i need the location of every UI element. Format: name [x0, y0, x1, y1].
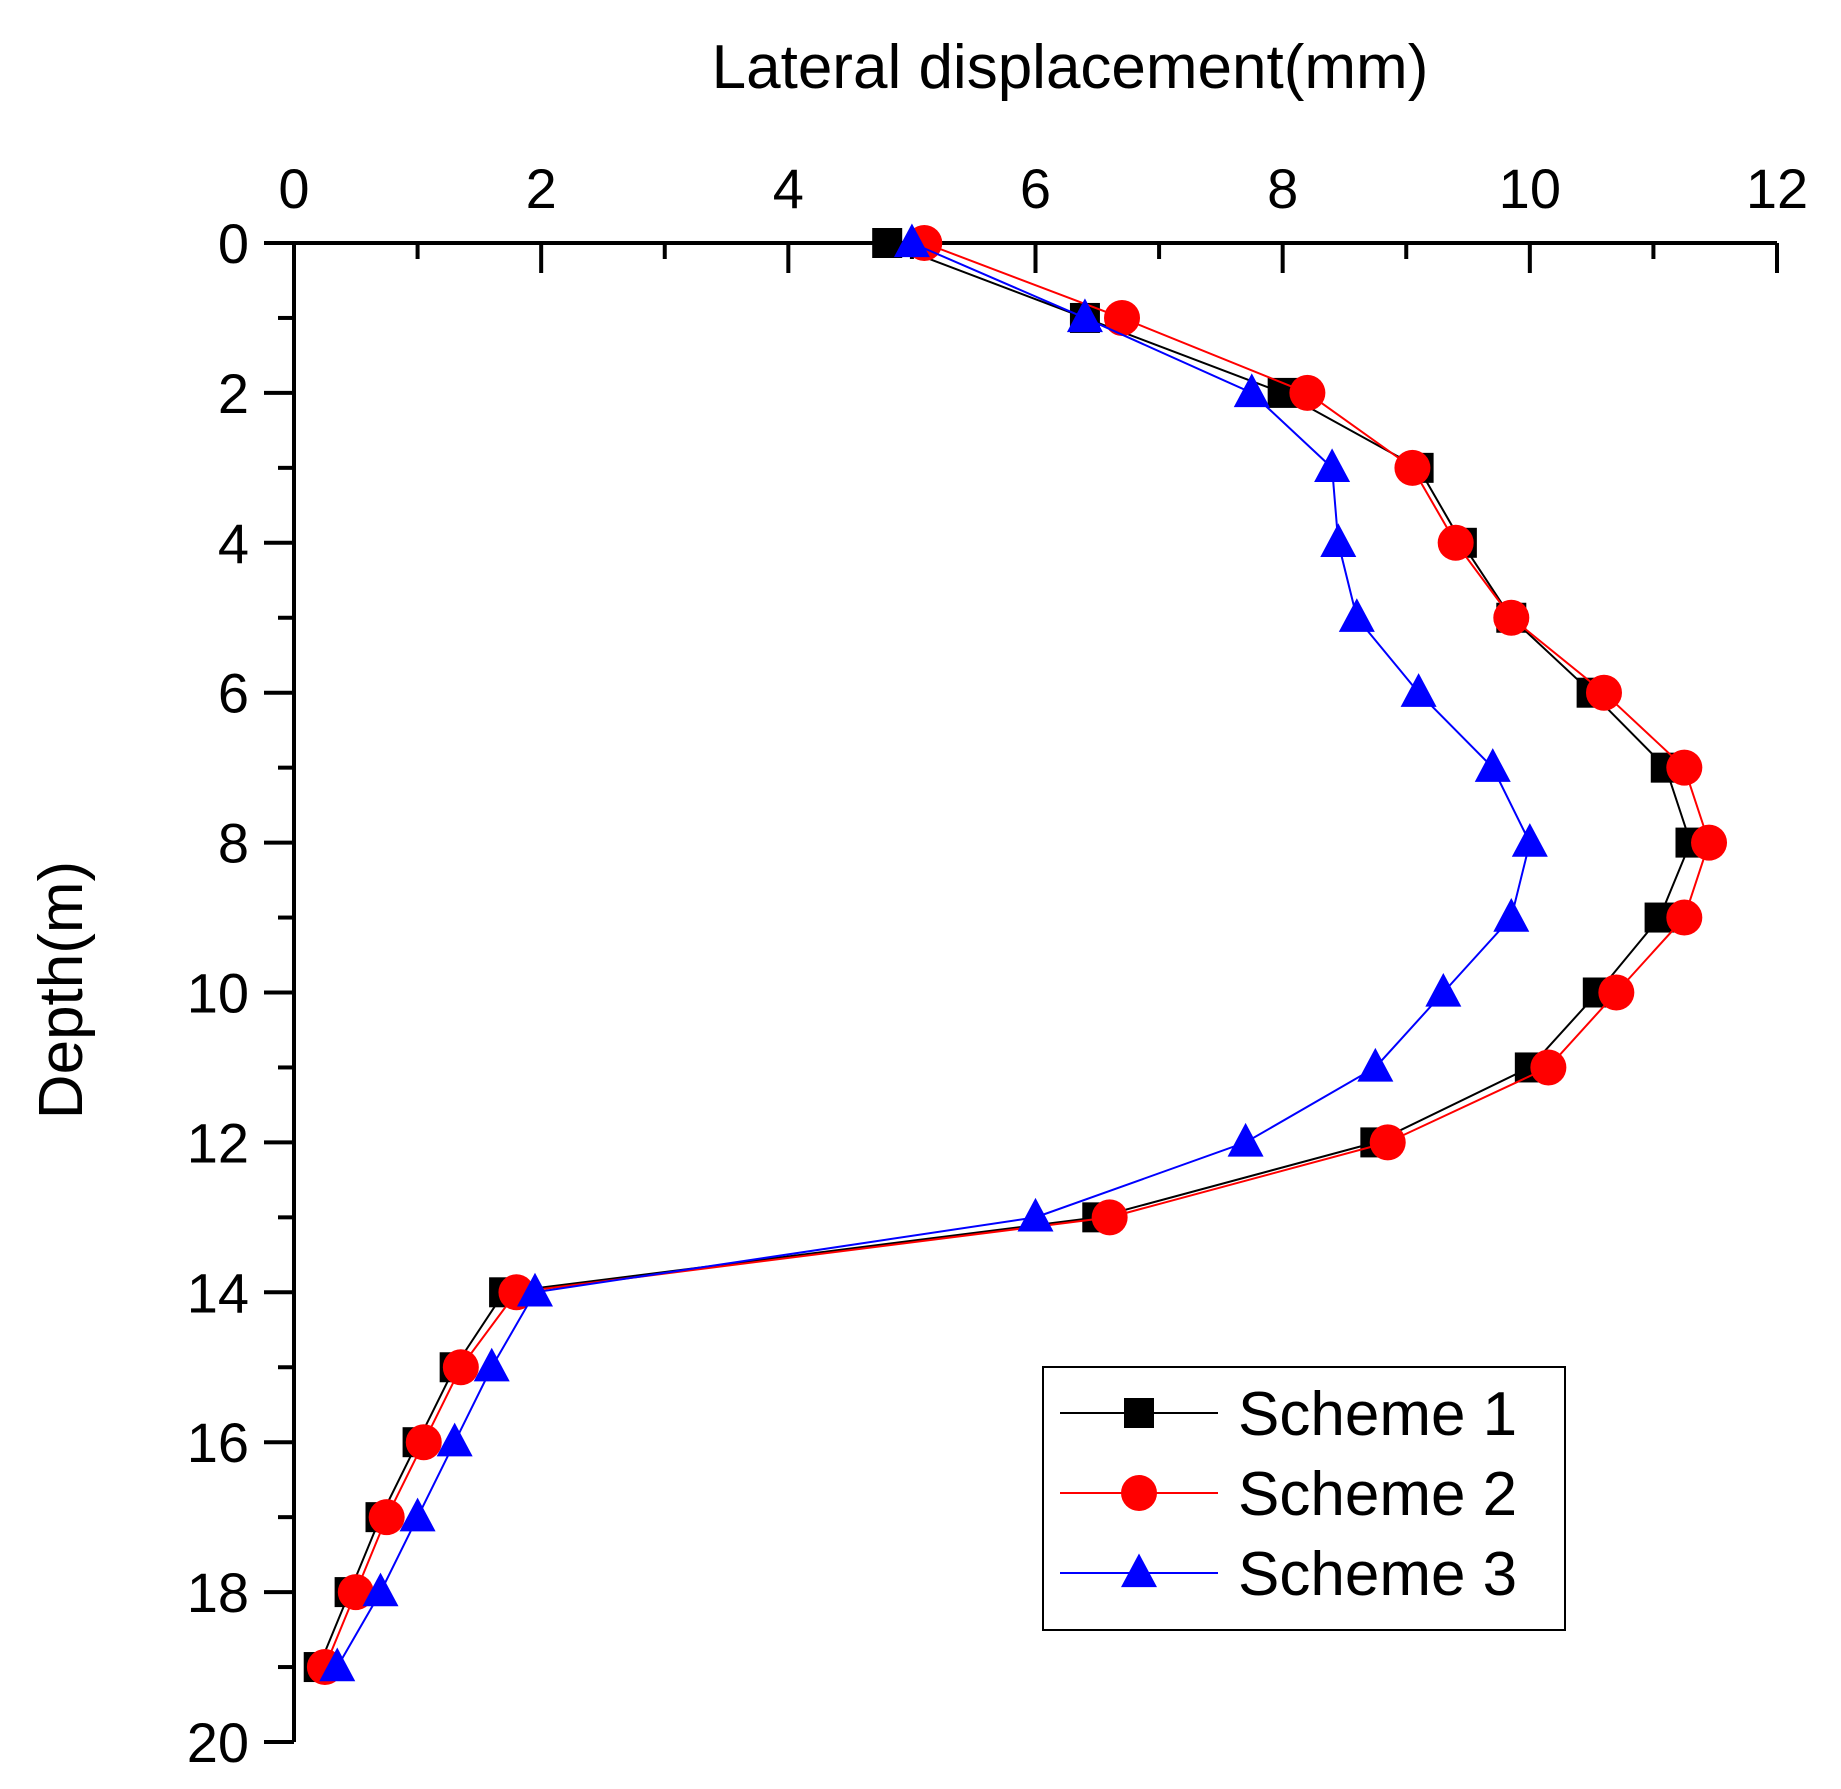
legend-entry: Scheme 2 [1060, 1460, 1517, 1529]
data-point [1437, 524, 1474, 561]
data-point [1320, 523, 1357, 557]
data-point [1233, 373, 1270, 408]
data-point [1357, 1047, 1394, 1082]
legend-marker [1124, 1398, 1154, 1428]
x-tick-label: 6 [1020, 157, 1051, 220]
y-axis-title: Depth(m) [27, 861, 96, 1119]
legend-marker [1121, 1475, 1157, 1511]
legend-marker [1121, 1553, 1157, 1588]
data-point [516, 1272, 553, 1307]
data-point [1066, 298, 1103, 333]
legend-label: Scheme 3 [1238, 1540, 1517, 1609]
data-point [337, 1574, 374, 1611]
data-point [1338, 598, 1375, 632]
data-point [1493, 599, 1530, 636]
data-point [405, 1424, 442, 1461]
y-tick-label: 0 [218, 212, 249, 275]
series-3 [319, 223, 1548, 1682]
data-point [1104, 299, 1141, 336]
y-tick-label: 20 [187, 1711, 249, 1774]
y-tick-label: 2 [218, 362, 249, 425]
data-point [1314, 448, 1351, 483]
data-point [399, 1497, 436, 1532]
data-point [473, 1347, 510, 1382]
axes: 0 2 4 6 8 10 12 0 2 4 6 8 10 12 14 16 18 20 [187, 157, 1808, 1774]
data-point [319, 1647, 356, 1682]
legend-label: Scheme 2 [1238, 1460, 1517, 1529]
x-tick-label: 0 [278, 157, 309, 220]
y-tick-label: 6 [218, 662, 249, 725]
series-2 [306, 225, 1728, 1686]
data-point [362, 1572, 399, 1607]
x-tick-label: 12 [1746, 157, 1808, 220]
y-tick-label: 16 [187, 1411, 249, 1474]
data-point [1474, 748, 1511, 782]
data-point [1289, 374, 1326, 411]
legend: Scheme 1 Scheme 2 Scheme 3 [1042, 1366, 1566, 1631]
series-layer [303, 223, 1728, 1686]
data-point [1530, 1049, 1567, 1086]
x-tick-label: 8 [1267, 157, 1298, 220]
data-point [436, 1422, 473, 1457]
data-point [1598, 974, 1635, 1011]
data-point [1394, 449, 1431, 486]
y-tick-label: 14 [187, 1261, 249, 1324]
data-point [1666, 749, 1703, 786]
x-tick-label: 10 [1499, 157, 1561, 220]
data-point [368, 1499, 405, 1536]
data-point [1091, 1199, 1128, 1236]
data-point [1400, 673, 1437, 707]
x-tick-label: 2 [526, 157, 557, 220]
legend-label: Scheme 1 [1238, 1380, 1517, 1449]
data-point [1369, 1124, 1406, 1161]
data-point [1511, 823, 1548, 857]
data-point [1227, 1122, 1264, 1157]
x-tick-label: 4 [773, 157, 804, 220]
data-point [1493, 898, 1530, 932]
y-tick-label: 4 [218, 512, 249, 575]
data-point [1585, 674, 1622, 711]
legend-entry: Scheme 1 [1060, 1380, 1517, 1449]
y-tick-label: 12 [187, 1111, 249, 1174]
data-point [1666, 899, 1703, 936]
x-axis-title: Lateral displacement(mm) [712, 33, 1429, 102]
y-tick-label: 18 [187, 1561, 249, 1624]
y-tick-label: 10 [187, 962, 249, 1025]
data-point [893, 223, 930, 258]
legend-entry: Scheme 3 [1060, 1540, 1517, 1609]
data-point [1691, 824, 1728, 861]
data-point [1425, 972, 1462, 1007]
data-point [1017, 1197, 1054, 1232]
data-point [442, 1349, 479, 1386]
y-tick-label: 8 [218, 812, 249, 875]
